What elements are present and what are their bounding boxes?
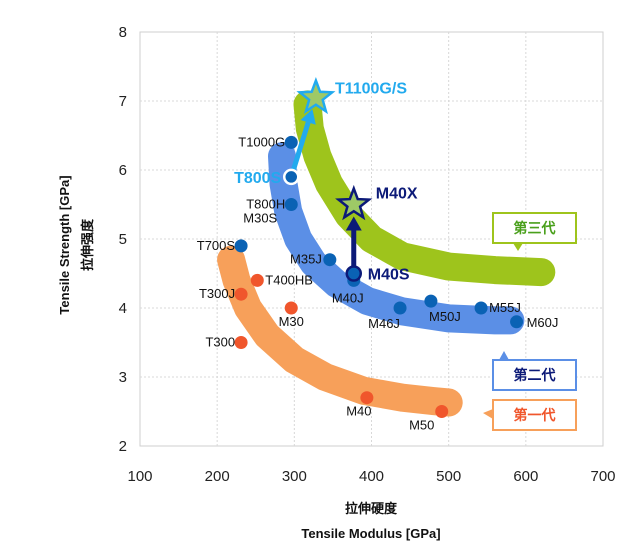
point-t700s <box>234 239 248 253</box>
star-icon-t1100g <box>296 77 336 115</box>
legend-gen3-box <box>492 212 577 244</box>
label-m40x: M40X <box>376 186 418 203</box>
point-t800s <box>282 168 300 186</box>
label-m40: M40 <box>346 404 371 419</box>
y-tick-label: 6 <box>119 162 127 179</box>
x-tick-label: 200 <box>205 468 230 485</box>
point-m55j <box>474 301 488 315</box>
point-m40s <box>345 265 363 282</box>
x-tick-label: 300 <box>282 468 307 485</box>
point-m30 <box>284 301 298 315</box>
label-m30: M30 <box>279 314 304 329</box>
legend-gen1-pointer <box>483 409 493 419</box>
x-tick-label: 700 <box>590 468 615 485</box>
star-icon-m40x <box>335 184 373 221</box>
y-tick-label: 5 <box>119 231 127 248</box>
y-axis-title: Tensile Strength [GPa] <box>57 175 72 314</box>
label-m46j: M46J <box>368 316 400 331</box>
y-tick-label: 2 <box>119 438 127 455</box>
label-t700s: T700S <box>197 238 236 253</box>
x-tick-label: 100 <box>127 468 152 485</box>
x-tick-label: 500 <box>436 468 461 485</box>
label-t1000g: T1000G <box>238 134 285 149</box>
legend-gen2-pointer <box>499 351 509 360</box>
point-m50 <box>435 405 449 418</box>
label-t800s: T800S <box>234 170 281 187</box>
label-m40s: M40S <box>368 267 410 284</box>
point-m40 <box>360 391 374 405</box>
legend-gen2-text: 第二代 <box>514 367 556 384</box>
y-tick-label: 4 <box>119 300 127 317</box>
label-t1100gs: T1100G/S <box>335 81 407 98</box>
legend-gen2-box <box>492 359 577 391</box>
y-tick-label: 3 <box>119 369 127 386</box>
point-m35j <box>323 253 337 267</box>
upgrade-arrows <box>282 77 373 282</box>
label-m30s: M30S <box>243 211 277 226</box>
legend-gen3: 第三代 <box>492 212 577 251</box>
legend-gen2: 第二代 <box>492 351 577 391</box>
x-axis-title-cn: 拉伸硬度 <box>345 501 398 516</box>
label-m40j: M40J <box>332 290 364 305</box>
y-tick-label: 8 <box>119 24 127 41</box>
label-t300: T300 <box>205 335 235 350</box>
x-tick-label: 600 <box>513 468 538 485</box>
point-t300 <box>234 336 248 349</box>
point-m60j <box>510 315 524 329</box>
x-tick-label: 400 <box>359 468 384 485</box>
arrow-t800s-shaft <box>288 121 311 178</box>
point-t400hb <box>250 273 264 287</box>
y-tick-label: 7 <box>119 93 127 110</box>
x-axis-title: Tensile Modulus [GPa] <box>301 526 440 541</box>
label-t800h: T800H <box>246 197 285 212</box>
legend-gen1-text: 第一代 <box>514 407 556 424</box>
label-t400hb: T400HB <box>265 272 313 287</box>
legend-gen3-text: 第三代 <box>514 220 556 237</box>
point-m50j <box>424 294 438 308</box>
label-m50j: M50J <box>429 309 461 324</box>
y-axis-title-cn: 拉伸强度 <box>80 218 95 271</box>
axis-ticks: 100 200 300 400 500 600 700 2 3 4 5 6 7 8 <box>119 24 616 485</box>
label-m55j: M55J <box>489 300 521 315</box>
arrow-m40s-head <box>345 216 362 231</box>
point-t300j <box>234 287 248 301</box>
band-gen3 <box>293 90 556 287</box>
label-m60j: M60J <box>527 315 559 330</box>
point-t1000g <box>284 135 298 149</box>
legend-gen3-pointer <box>513 243 523 251</box>
legend-gen1: 第一代 <box>483 399 577 431</box>
point-m46j <box>393 301 407 315</box>
data-points <box>234 135 524 418</box>
point-t800h <box>284 198 298 211</box>
label-t300j: T300J <box>199 286 235 301</box>
arrow-t800s-head <box>300 109 316 125</box>
label-m35j: M35J <box>290 252 322 267</box>
legend-gen1-box <box>492 399 577 431</box>
label-m50: M50 <box>409 418 434 433</box>
